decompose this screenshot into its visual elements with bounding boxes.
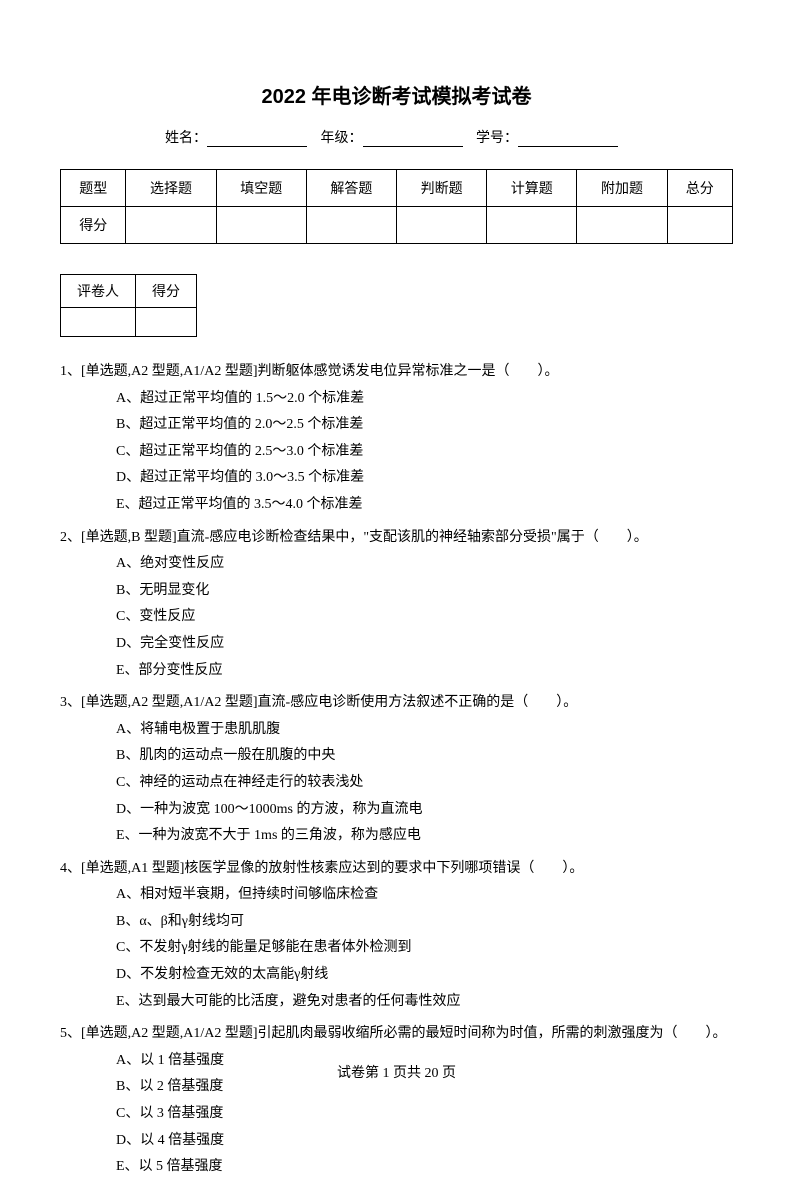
- student-info-line: 姓名： 年级： 学号：: [60, 127, 733, 147]
- header-cell: 题型: [61, 170, 126, 207]
- grader-score-cell[interactable]: [136, 308, 197, 337]
- score-table-header-row: 题型 选择题 填空题 解答题 判断题 计算题 附加题 总分: [61, 170, 733, 207]
- header-cell: 附加题: [577, 170, 667, 207]
- grade-label: 年级：: [321, 131, 363, 146]
- question-option: E、达到最大可能的比活度，避免对患者的任何毒性效应: [60, 989, 733, 1016]
- question-option: E、以 5 倍基强度: [60, 1154, 733, 1181]
- question-stem: 2、[单选题,B 型题]直流-感应电诊断检查结果中，"支配该肌的神经轴索部分受损…: [60, 525, 733, 552]
- question-option: D、超过正常平均值的 3.0～3.5 个标准差: [60, 465, 733, 492]
- question-option: E、超过正常平均值的 3.5～4.0 个标准差: [60, 492, 733, 519]
- question-option: B、肌肉的运动点一般在肌腹的中央: [60, 743, 733, 770]
- header-cell: 选择题: [126, 170, 216, 207]
- question-option: A、超过正常平均值的 1.5～2.0 个标准差: [60, 386, 733, 413]
- id-label: 学号：: [476, 131, 518, 146]
- question-stem: 4、[单选题,A1 型题]核医学显像的放射性核素应达到的要求中下列哪项错误（ ）…: [60, 856, 733, 883]
- question-stem: 3、[单选题,A2 型题,A1/A2 型题]直流-感应电诊断使用方法叙述不正确的…: [60, 690, 733, 717]
- score-cell[interactable]: [577, 207, 667, 244]
- id-blank[interactable]: [518, 133, 618, 147]
- question-option: B、超过正常平均值的 2.0～2.5 个标准差: [60, 412, 733, 439]
- question-option: B、无明显变化: [60, 578, 733, 605]
- header-cell: 解答题: [306, 170, 396, 207]
- grader-label: 评卷人: [61, 275, 136, 308]
- score-table-score-row: 得分: [61, 207, 733, 244]
- score-cell[interactable]: [396, 207, 486, 244]
- question-option: C、以 3 倍基强度: [60, 1101, 733, 1128]
- page-title: 2022 年电诊断考试模拟考试卷: [60, 80, 733, 109]
- question: 4、[单选题,A1 型题]核医学显像的放射性核素应达到的要求中下列哪项错误（ ）…: [60, 856, 733, 1016]
- question-option: D、一种为波宽 100～1000ms 的方波，称为直流电: [60, 797, 733, 824]
- score-cell[interactable]: [216, 207, 306, 244]
- question-option: D、不发射检查无效的太高能γ射线: [60, 962, 733, 989]
- header-cell: 总分: [667, 170, 732, 207]
- question-stem: 5、[单选题,A2 型题,A1/A2 型题]引起肌肉最弱收缩所必需的最短时间称为…: [60, 1021, 733, 1048]
- header-cell: 判断题: [396, 170, 486, 207]
- question-stem: 1、[单选题,A2 型题,A1/A2 型题]判断躯体感觉诱发电位异常标准之一是（…: [60, 359, 733, 386]
- question: 5、[单选题,A2 型题,A1/A2 型题]引起肌肉最弱收缩所必需的最短时间称为…: [60, 1021, 733, 1181]
- question-option: D、以 4 倍基强度: [60, 1128, 733, 1155]
- grader-table: 评卷人 得分: [60, 274, 197, 337]
- question-option: E、部分变性反应: [60, 658, 733, 685]
- score-cell[interactable]: [667, 207, 732, 244]
- grader-cell[interactable]: [61, 308, 136, 337]
- question: 2、[单选题,B 型题]直流-感应电诊断检查结果中，"支配该肌的神经轴索部分受损…: [60, 525, 733, 685]
- question-option: C、神经的运动点在神经走行的较表浅处: [60, 770, 733, 797]
- question-option: C、超过正常平均值的 2.5～3.0 个标准差: [60, 439, 733, 466]
- question-option: C、不发射γ射线的能量足够能在患者体外检测到: [60, 935, 733, 962]
- question-option: D、完全变性反应: [60, 631, 733, 658]
- page-footer: 试卷第 1 页共 20 页: [0, 1062, 793, 1082]
- name-blank[interactable]: [207, 133, 307, 147]
- question-option: A、将辅电极置于患肌肌腹: [60, 717, 733, 744]
- question-option: E、一种为波宽不大于 1ms 的三角波，称为感应电: [60, 823, 733, 850]
- score-table: 题型 选择题 填空题 解答题 判断题 计算题 附加题 总分 得分: [60, 169, 733, 244]
- grader-score-label: 得分: [136, 275, 197, 308]
- score-cell[interactable]: [126, 207, 216, 244]
- grade-blank[interactable]: [363, 133, 463, 147]
- question-option: B、α、β和γ射线均可: [60, 909, 733, 936]
- question-option: A、绝对变性反应: [60, 551, 733, 578]
- row-label-cell: 得分: [61, 207, 126, 244]
- question-option: C、变性反应: [60, 604, 733, 631]
- name-label: 姓名：: [165, 131, 207, 146]
- score-cell[interactable]: [487, 207, 577, 244]
- question: 1、[单选题,A2 型题,A1/A2 型题]判断躯体感觉诱发电位异常标准之一是（…: [60, 359, 733, 519]
- score-cell[interactable]: [306, 207, 396, 244]
- question: 3、[单选题,A2 型题,A1/A2 型题]直流-感应电诊断使用方法叙述不正确的…: [60, 690, 733, 850]
- header-cell: 计算题: [487, 170, 577, 207]
- header-cell: 填空题: [216, 170, 306, 207]
- question-option: A、相对短半衰期，但持续时间够临床检查: [60, 882, 733, 909]
- questions-container: 1、[单选题,A2 型题,A1/A2 型题]判断躯体感觉诱发电位异常标准之一是（…: [60, 359, 733, 1181]
